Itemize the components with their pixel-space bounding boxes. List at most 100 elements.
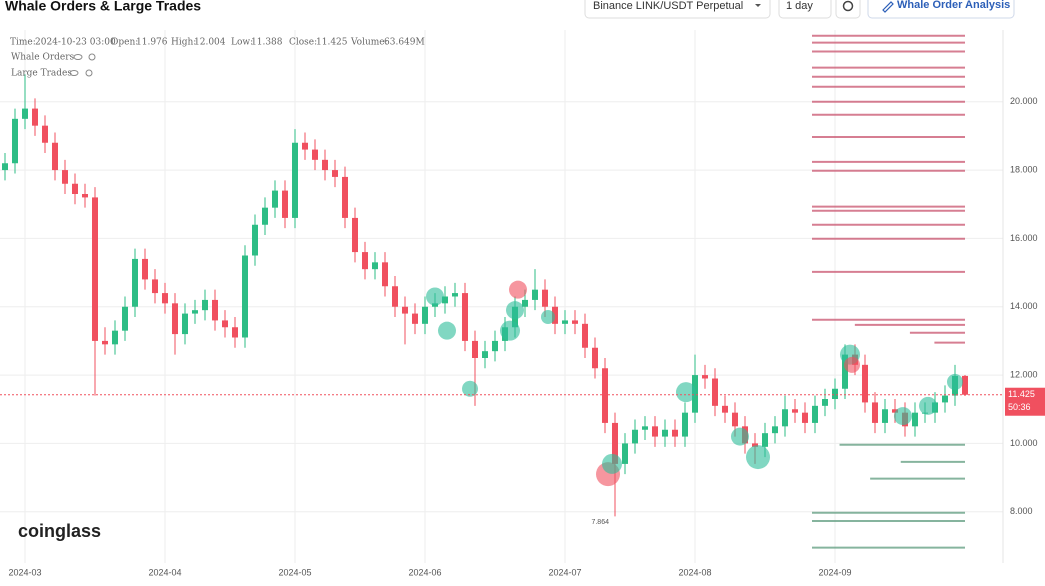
candle-body [582,323,588,348]
candle-body [182,313,188,335]
candle-body [602,368,608,423]
large-trade [894,407,912,426]
candle-body [652,426,658,437]
candle-body [452,293,458,297]
candle-body [202,299,208,311]
large-trade [844,356,860,373]
interval-label[interactable]: 1 day [786,0,813,12]
candle-body [542,289,548,307]
candle-body [762,433,768,447]
candle-body [32,108,38,126]
candle-body [52,142,58,171]
candle-body [162,293,168,304]
eye-icon [69,70,79,76]
large-trade [919,396,937,415]
candle-body [672,429,678,437]
exchange-label[interactable]: Binance LINK/USDT Perpetual [593,0,743,12]
analysis-button[interactable] [867,0,1015,19]
info-text: 63.649M [384,38,425,48]
candle-body [832,388,838,399]
candle-body [782,409,788,427]
y-tick-label: 16.000 [1010,233,1038,243]
exchange-select[interactable] [584,0,771,19]
info-text: 11.976 [136,38,168,48]
candle-body [562,320,568,324]
candle-body [882,409,888,423]
candle-body [662,429,668,437]
info-text: 12.004 [194,38,226,48]
candle-body [472,340,478,358]
settings-icon [842,0,854,12]
candle-body [342,176,348,218]
settings-button[interactable] [835,0,861,19]
candle-body [682,412,688,437]
candle-body [702,375,708,379]
candle-body [282,190,288,218]
candle-body [152,279,158,294]
last-price-label: 11.425 [1008,389,1035,399]
legend-label[interactable]: Large Trades [11,69,72,79]
large-trade [541,310,555,324]
legend-label[interactable]: Whale Orders [11,53,75,63]
y-tick-label: 14.000 [1010,301,1038,311]
candle-body [592,347,598,369]
candle-body [102,340,108,345]
pencil-icon [882,1,894,13]
gear-icon [88,53,96,61]
large-trade [602,453,622,474]
candle-body [132,258,138,307]
interval-select[interactable] [778,0,832,19]
page-title: Whale Orders & Large Trades [5,0,201,14]
candle-body [612,422,618,464]
candle-body [842,354,848,389]
large-trade [731,427,749,446]
candle-body [962,375,968,395]
candle-body [12,118,18,164]
candle-body [42,125,48,143]
candle-body [272,190,278,208]
candle-body [422,306,428,324]
candle-body [872,402,878,423]
candle-body [722,405,728,413]
candle-body [572,320,578,324]
candle-body [942,395,948,403]
info-text: High: [171,38,196,48]
gear-icon [85,69,93,77]
candle-body [792,409,798,413]
low-annotation: 7.864 [591,519,609,526]
large-trade [509,280,527,299]
y-tick-label: 20.000 [1010,96,1038,106]
candle-body [732,412,738,427]
y-tick-label: 10.000 [1010,438,1038,448]
candle-body [112,330,118,345]
info-text: Close: [289,38,317,48]
x-tick-label: 2024-07 [548,567,581,577]
info-text: 2024-10-23 03:00 [35,38,116,48]
large-trade [746,445,770,470]
candle-body [92,197,98,341]
y-tick-label: 12.000 [1010,369,1038,379]
candle-body [302,142,308,150]
info-text: Low: [231,38,253,48]
info-text: Open: [111,38,138,48]
candle-body [482,351,488,358]
x-tick-label: 2024-03 [8,567,41,577]
candle-body [362,252,368,270]
candle-body [372,262,378,270]
x-tick-label: 2024-08 [678,567,711,577]
countdown: 50:36 [1008,402,1031,412]
candle-body [892,409,898,413]
candle-body [772,426,778,434]
info-text: Volume: [350,38,388,48]
large-trade [947,373,963,390]
candle-body [522,299,528,307]
analysis-label[interactable]: Whale Order Analysis [897,0,1010,11]
x-tick-label: 2024-09 [818,567,851,577]
candle-body [222,320,228,328]
candle-body [322,159,328,171]
candle-body [82,194,88,198]
candle-body [192,310,198,314]
candle-body [912,412,918,427]
candle-body [752,443,758,447]
